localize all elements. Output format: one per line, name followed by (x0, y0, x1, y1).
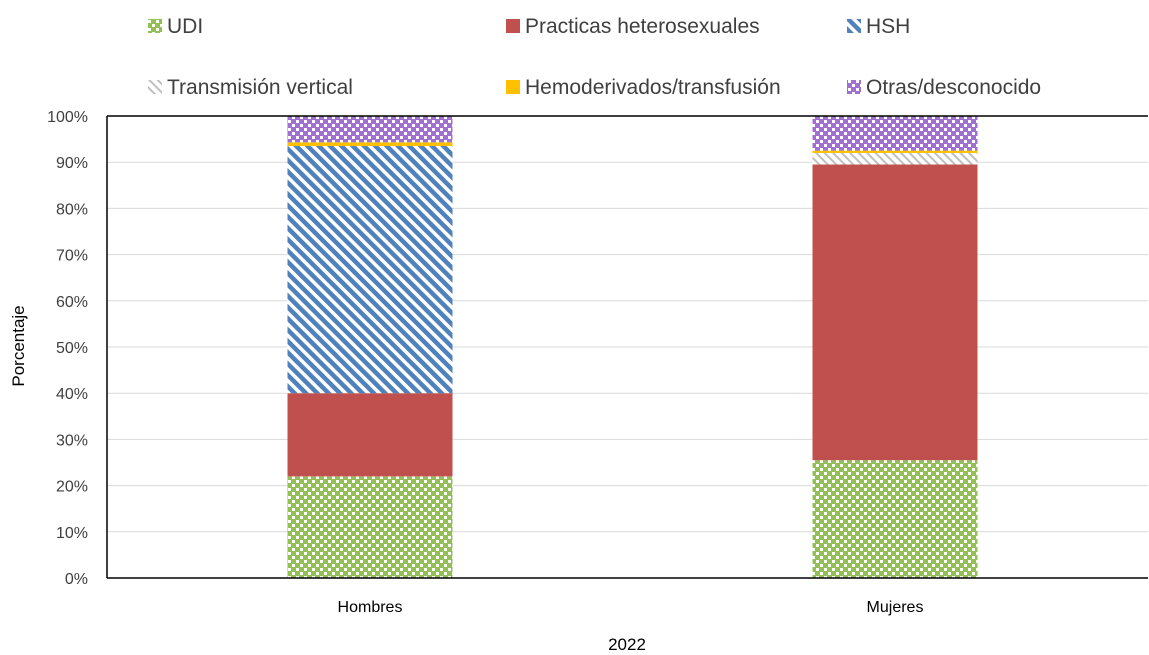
legend-label: Otras/desconocido (866, 76, 1041, 99)
legend-swatch (506, 80, 520, 94)
legend-swatch (847, 19, 861, 33)
y-tick-label: 30% (56, 432, 88, 449)
y-tick-label: 0% (65, 571, 88, 588)
legend-label: Hemoderivados/transfusión (525, 76, 781, 99)
bar-segment (812, 152, 978, 165)
bar-segment (287, 142, 453, 147)
x-axis-title: 2022 (608, 635, 646, 654)
legend-swatch (506, 19, 520, 33)
legend-swatch (847, 80, 861, 94)
x-tick-label: Mujeres (867, 599, 924, 616)
y-tick-label: 50% (56, 340, 88, 357)
legend-swatch (148, 19, 162, 33)
bar-segment (812, 164, 978, 461)
legend-swatch (148, 80, 162, 94)
bar-segment (287, 116, 453, 143)
y-axis-title: Porcentaje (9, 305, 28, 386)
y-tick-label: 60% (56, 294, 88, 311)
y-tick-label: 70% (56, 248, 88, 265)
bar-segment (812, 116, 978, 151)
bar-segment (287, 476, 453, 578)
y-tick-label: 90% (56, 155, 88, 172)
axes (106, 115, 1148, 579)
legend: UDI Practicas heterosexuales HSH Transmisió… (148, 15, 1041, 99)
y-tick-label: 40% (56, 386, 88, 403)
x-tick-label: Hombres (338, 599, 403, 616)
legend-label: HSH (866, 15, 910, 38)
bar-segment (287, 393, 453, 477)
bar-segment (812, 460, 978, 578)
legend-label: UDI (167, 15, 203, 38)
y-tick-label: 20% (56, 479, 88, 496)
legend-label: Practicas heterosexuales (525, 15, 760, 38)
gridlines (107, 115, 1148, 533)
y-tick-label: 100% (47, 109, 88, 126)
bar-segment (287, 146, 453, 394)
legend-label: Transmisión vertical (167, 76, 353, 99)
y-tick-label: 80% (56, 201, 88, 218)
axis-labels: 0% 10% 20% 30% 40% 50% 60% 70% 80% 90% 100% Hombres… (47, 109, 923, 616)
bar-segment (812, 150, 978, 153)
y-tick-label: 10% (56, 525, 88, 542)
bars (287, 116, 978, 578)
